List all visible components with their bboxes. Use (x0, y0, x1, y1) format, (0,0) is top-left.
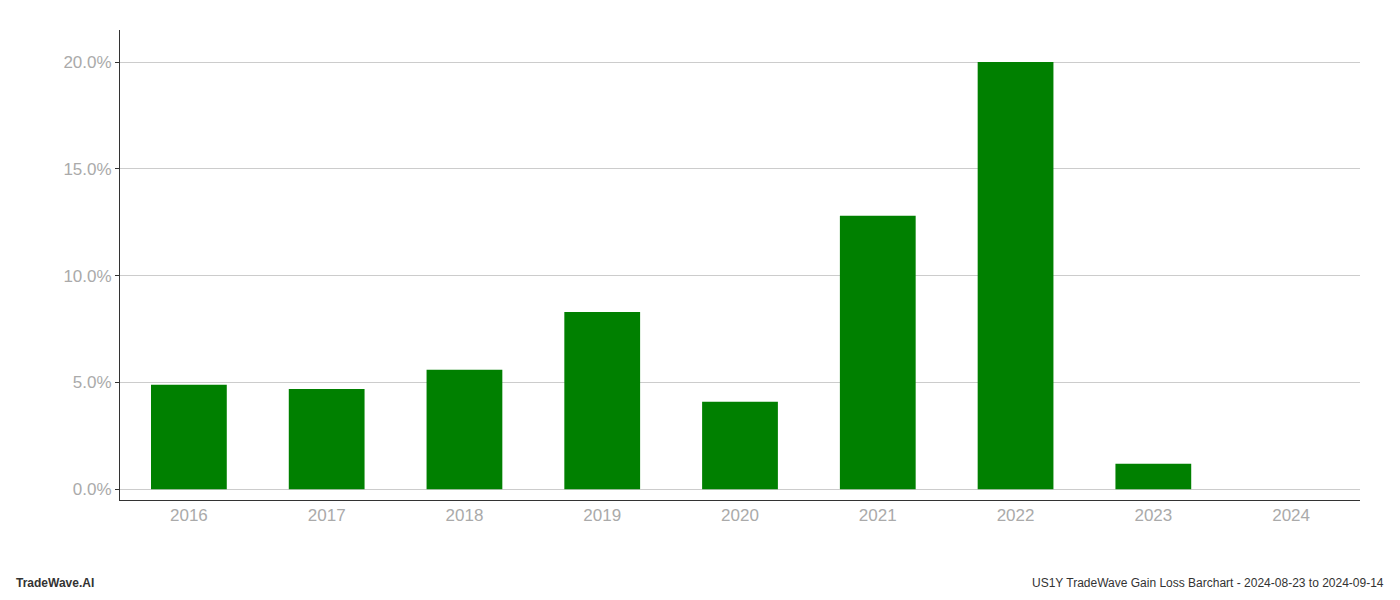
svg-text:10.0%: 10.0% (63, 267, 111, 286)
svg-text:2023: 2023 (1134, 506, 1172, 525)
svg-text:2022: 2022 (997, 506, 1035, 525)
svg-text:2017: 2017 (308, 506, 346, 525)
svg-text:US1Y TradeWave Gain Loss Barch: US1Y TradeWave Gain Loss Barchart - 2024… (1032, 576, 1384, 590)
svg-text:20.0%: 20.0% (63, 53, 111, 72)
svg-text:2020: 2020 (721, 506, 759, 525)
svg-text:5.0%: 5.0% (73, 373, 112, 392)
svg-text:15.0%: 15.0% (63, 160, 111, 179)
svg-text:2021: 2021 (859, 506, 897, 525)
svg-text:2024: 2024 (1272, 506, 1310, 525)
svg-text:0.0%: 0.0% (73, 480, 112, 499)
svg-text:2018: 2018 (446, 506, 484, 525)
svg-text:2016: 2016 (170, 506, 208, 525)
svg-text:TradeWave.AI: TradeWave.AI (16, 576, 94, 590)
svg-text:2019: 2019 (583, 506, 621, 525)
